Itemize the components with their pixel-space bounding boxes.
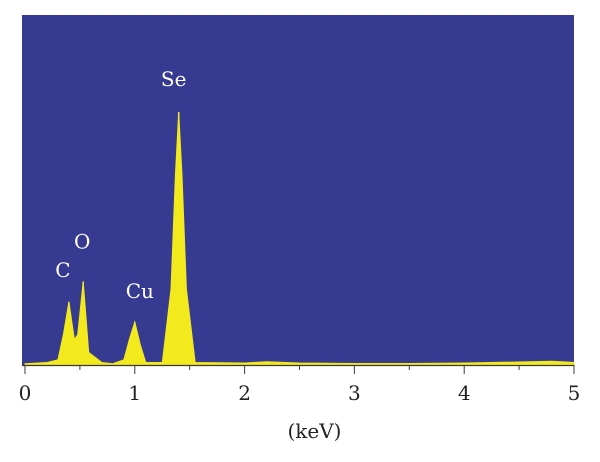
peak-label-c: C [55, 258, 70, 282]
x-tick-label: 5 [568, 381, 581, 405]
peak-label-o: O [74, 230, 90, 254]
x-tick-label: 4 [458, 381, 471, 405]
x-tick-label: 3 [348, 381, 361, 405]
peak-label-se: Se [161, 67, 187, 91]
plot-background [22, 15, 574, 366]
x-axis-title: (keV) [287, 419, 341, 443]
peak-labels: CO Cu Se [55, 67, 186, 303]
peak-label-cu: Cu [126, 279, 154, 303]
x-tick-label: 1 [128, 381, 141, 405]
x-tick-label: 0 [19, 381, 32, 405]
x-axis-ticks: 0 1 2 3 4 5 [19, 365, 581, 405]
x-tick-label: 2 [238, 381, 251, 405]
spectrum-area [24, 111, 575, 366]
spectrum-layer [24, 111, 575, 366]
